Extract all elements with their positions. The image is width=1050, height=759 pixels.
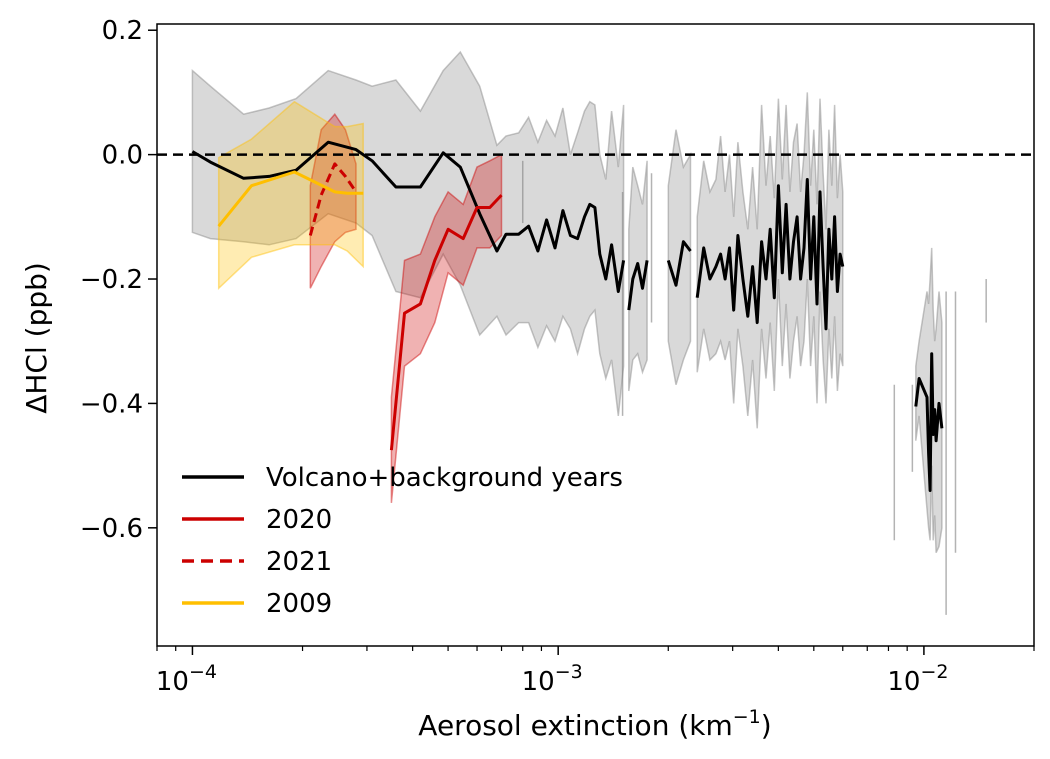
- y-tick-label: −0.6: [80, 514, 143, 544]
- line-y2020: [389, 194, 503, 451]
- series-lines: [191, 140, 944, 492]
- legend-label: Volcano+background years: [266, 463, 623, 493]
- band-y2009: [217, 100, 364, 291]
- x-tick-label: 10−4: [156, 661, 217, 697]
- x-axis: 10−4 10−3 10−2: [156, 646, 1035, 697]
- line-volcano: [914, 352, 944, 492]
- band-volcano: [628, 160, 648, 392]
- legend-label: 2021: [266, 547, 332, 577]
- y-tick-label: 0.2: [102, 16, 143, 46]
- band-y2021: [309, 112, 357, 289]
- line-y2021: [308, 162, 358, 236]
- legend-label: 2009: [266, 589, 332, 619]
- x-axis-label: Aerosol extinction (km−1): [418, 706, 771, 742]
- legend-label: 2020: [266, 505, 332, 535]
- band-volcano: [696, 92, 844, 429]
- line-volcano: [627, 260, 649, 311]
- y-axis: 0.2 0.0 −0.2 −0.4 −0.6: [80, 16, 157, 544]
- line-y2009: [217, 170, 364, 228]
- x-tick-label: 10−2: [887, 661, 948, 697]
- legend: Volcano+background years 2020 2021 2009: [182, 463, 623, 619]
- y-axis-label: ΔHCl (ppb): [20, 262, 53, 414]
- line-volcano: [191, 140, 626, 293]
- plot-frame: [156, 23, 1035, 647]
- band-y2020: [390, 153, 503, 503]
- y-tick-label: 0.0: [102, 141, 143, 171]
- x-tick-label: 10−3: [522, 661, 583, 697]
- band-volcano: [915, 247, 943, 554]
- isolated-error-bars: [521, 160, 987, 615]
- line-volcano: [695, 178, 845, 331]
- line-volcano: [666, 240, 692, 287]
- y-tick-label: −0.4: [80, 389, 143, 419]
- y-tick-label: −0.2: [80, 265, 143, 295]
